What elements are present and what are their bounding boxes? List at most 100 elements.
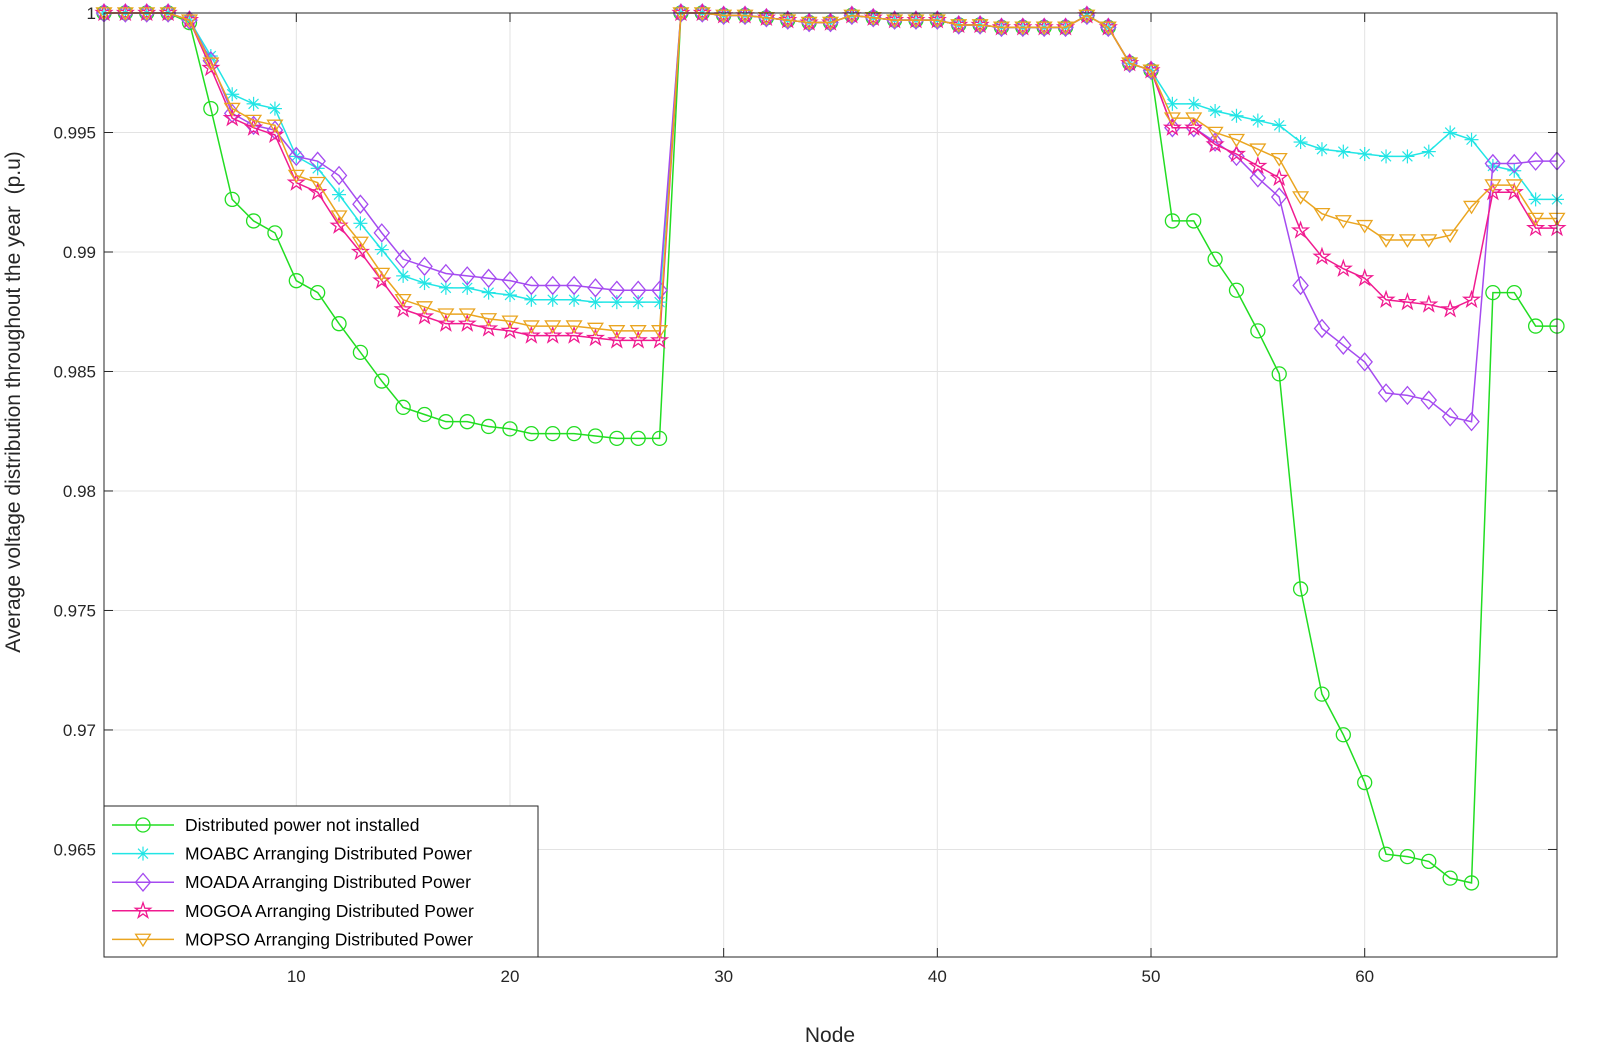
data-point <box>566 425 582 442</box>
data-point <box>1335 335 1352 355</box>
data-point <box>330 210 348 224</box>
data-point <box>1420 234 1438 248</box>
data-point <box>288 146 305 167</box>
data-point <box>587 428 604 444</box>
data-point <box>1035 21 1053 36</box>
data-point <box>586 322 604 337</box>
data-point <box>1377 383 1395 403</box>
data-point <box>458 266 476 286</box>
data-point <box>1292 581 1309 597</box>
data-point <box>565 275 583 296</box>
data-point <box>821 16 840 31</box>
data-point <box>351 236 369 251</box>
data-point <box>1355 268 1375 287</box>
data-point <box>1229 108 1244 123</box>
data-point <box>907 14 925 29</box>
data-point <box>1399 848 1416 865</box>
data-point <box>1208 103 1223 118</box>
data-point <box>309 151 326 171</box>
data-point <box>565 320 583 334</box>
data-point <box>266 120 284 140</box>
y-tick-label: 0.965 <box>53 840 96 859</box>
data-point <box>373 267 391 282</box>
legend-box <box>103 805 539 958</box>
data-point <box>1250 323 1266 339</box>
data-point <box>267 225 283 241</box>
data-point <box>180 14 198 29</box>
data-point <box>588 295 603 310</box>
data-point <box>1227 133 1246 148</box>
data-point <box>1250 113 1265 128</box>
data-point <box>1121 57 1139 72</box>
x-tick-label: 50 <box>1142 967 1161 986</box>
data-point <box>631 295 646 310</box>
data-point <box>95 7 113 21</box>
data-point <box>330 165 348 186</box>
data-point <box>736 9 754 24</box>
data-point <box>1333 258 1353 277</box>
data-point <box>352 194 369 214</box>
data-point <box>523 425 540 442</box>
legend-label: MOADA Arranging Distributed Power <box>185 872 471 892</box>
data-point <box>1314 686 1330 702</box>
data-point <box>1420 390 1438 410</box>
data-point <box>460 280 475 295</box>
data-point <box>1527 151 1544 171</box>
data-point <box>1249 143 1267 158</box>
data-point <box>224 191 240 208</box>
data-point <box>310 284 326 301</box>
data-point <box>521 325 541 344</box>
data-point <box>266 119 284 134</box>
legend-label: Distributed power not installed <box>185 815 419 835</box>
data-point <box>1099 21 1117 36</box>
data-point <box>458 308 476 322</box>
data-point <box>649 330 670 349</box>
data-point <box>1014 21 1032 36</box>
data-point <box>372 270 392 289</box>
y-tick-label: 0.98 <box>63 482 96 501</box>
data-point <box>500 320 520 340</box>
data-point <box>1057 21 1075 36</box>
data-point <box>1270 152 1288 167</box>
data-point <box>1186 96 1201 111</box>
data-point <box>225 87 240 102</box>
data-point <box>459 414 475 430</box>
data-point <box>950 19 968 33</box>
data-point <box>1507 163 1522 178</box>
data-point <box>222 108 242 127</box>
data-point <box>1526 218 1546 237</box>
data-point <box>544 320 562 334</box>
plot-area <box>104 13 1557 957</box>
y-tick-label: 0.985 <box>53 362 96 381</box>
data-point <box>1186 213 1202 229</box>
data-point <box>373 223 391 243</box>
data-point <box>928 14 946 29</box>
data-point <box>1228 282 1245 298</box>
data-point <box>715 9 733 24</box>
data-point <box>545 425 561 442</box>
data-point <box>353 216 368 231</box>
data-point <box>992 21 1010 36</box>
data-point <box>1292 275 1309 296</box>
data-point <box>1483 182 1503 201</box>
data-point <box>1419 294 1439 313</box>
data-point <box>1163 112 1181 126</box>
data-point <box>652 295 667 310</box>
data-point <box>1421 144 1436 159</box>
data-point <box>138 7 156 21</box>
legend-label: MOPSO Arranging Distributed Power <box>185 929 473 949</box>
data-point <box>1461 289 1482 308</box>
data-point <box>1184 117 1204 136</box>
data-point <box>395 399 411 415</box>
data-point <box>1377 234 1395 248</box>
data-point <box>265 124 285 144</box>
data-point <box>544 275 562 296</box>
x-tick-label: 40 <box>928 967 947 986</box>
data-point <box>1397 292 1418 311</box>
data-point <box>437 308 455 322</box>
data-point <box>245 213 262 229</box>
data-point <box>1463 200 1481 215</box>
data-point <box>629 325 647 339</box>
data-point <box>1440 299 1460 318</box>
